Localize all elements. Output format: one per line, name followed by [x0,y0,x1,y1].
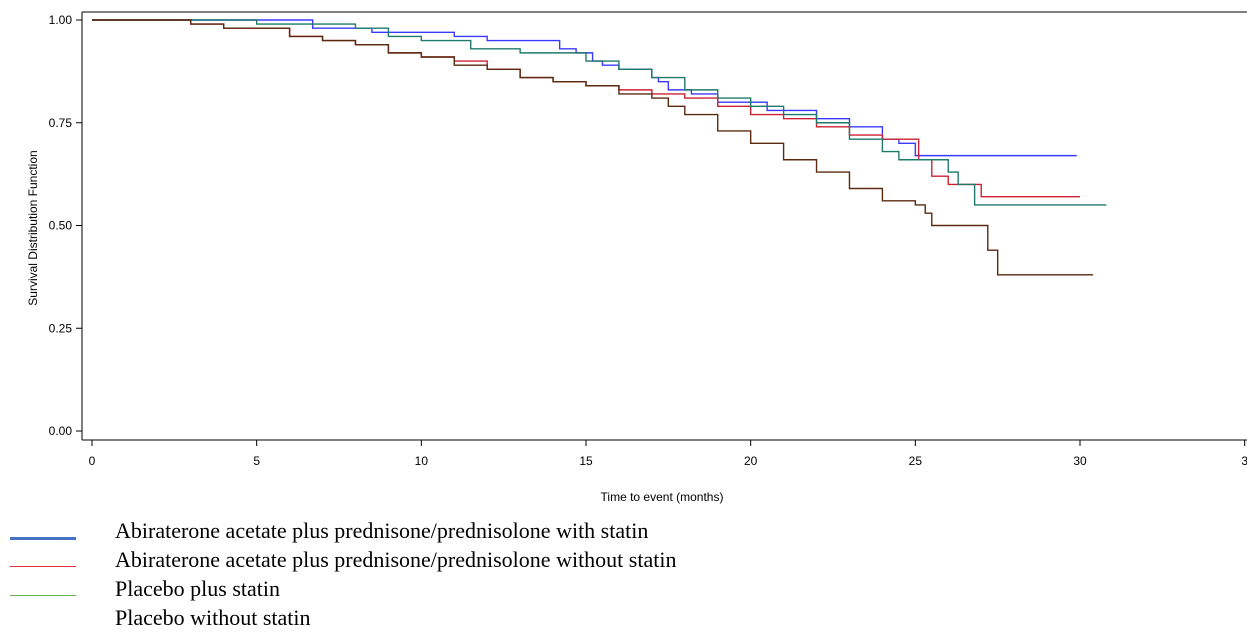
y-tick-label: 1.00 [49,13,73,27]
series-line [92,19,1107,206]
axes: 0.00 0.25 0.50 0.75 1.00 0 5 10 15 20 25 30 3 [49,11,1247,468]
series-line [92,19,1077,157]
x-tick-label: 20 [744,454,758,468]
series-group [92,19,1107,276]
y-tick-label: 0.75 [49,116,73,130]
y-tick-label: 0.00 [49,424,73,438]
y-axis-label: Survival Distribution Function [26,150,40,305]
x-axis-label: Time to event (months) [601,490,724,504]
x-tick-label: 0 [89,454,96,468]
legend-line [10,566,76,567]
legend-label: Abiraterone acetate plus prednisone/pred… [115,547,677,572]
survival-chart: 0.00 0.25 0.50 0.75 1.00 0 5 10 15 20 25 30 3 Time t… [26,11,1247,504]
series-line [92,19,1094,276]
y-tick-label: 0.50 [49,219,73,233]
legend-label: Placebo without statin [115,605,311,630]
x-tick-label: 10 [415,454,429,468]
series-line [92,19,1080,198]
x-tick-label: 5 [253,454,260,468]
legend-label: Placebo plus statin [115,576,280,601]
legend-line [10,595,76,596]
legend-line [10,537,76,540]
x-tick-label: 25 [909,454,923,468]
legend-label: Abiraterone acetate plus prednisone/pred… [115,518,649,543]
y-tick-label: 0.25 [49,321,73,335]
x-tick-label: 15 [579,454,593,468]
x-tick-label: 30 [1073,454,1087,468]
x-tick-label: 3 [1241,454,1247,468]
